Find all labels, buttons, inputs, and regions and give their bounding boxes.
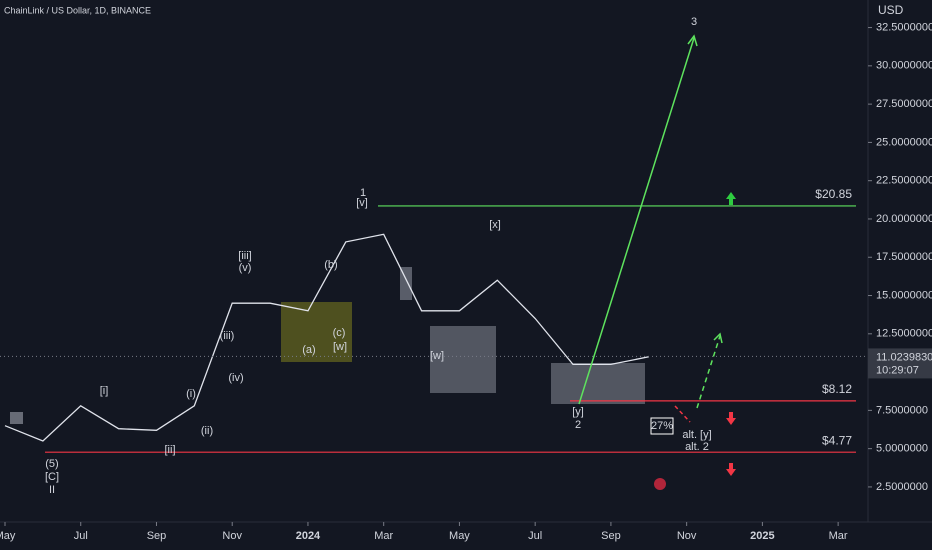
wave-label: [C] bbox=[45, 471, 59, 483]
arrow-head bbox=[687, 34, 698, 47]
x-tick-label: 2025 bbox=[750, 530, 774, 542]
y-tick-label: 2.5000000 bbox=[876, 481, 928, 493]
wave-label: II bbox=[49, 484, 55, 496]
wave-label: (a) bbox=[302, 344, 315, 356]
price-line bbox=[4, 233, 649, 442]
y-tick-label: 22.5000000 bbox=[876, 175, 932, 187]
y-axis-label: USD bbox=[878, 3, 904, 17]
last-price-tag bbox=[868, 348, 932, 379]
wave-label: (5) bbox=[45, 458, 58, 470]
x-tick-label: Sep bbox=[147, 530, 167, 542]
x-tick-label: Mar bbox=[829, 530, 848, 542]
wave-label: [x] bbox=[489, 219, 501, 231]
wave-label: 27% bbox=[651, 420, 673, 432]
wave-label: (iii) bbox=[220, 330, 235, 342]
y-tick-label: 17.5000000 bbox=[876, 251, 932, 263]
x-tick-label: 2024 bbox=[296, 530, 321, 542]
alt-projection bbox=[674, 405, 691, 423]
wave-label: (ii) bbox=[201, 425, 213, 437]
alt-projection bbox=[696, 335, 721, 409]
y-tick-label: 20.0000000 bbox=[876, 213, 932, 225]
wave-label: (iv) bbox=[228, 372, 243, 384]
event-icon bbox=[654, 478, 666, 490]
projection-arrow bbox=[578, 37, 695, 405]
countdown-label: 10:29:07 bbox=[876, 364, 919, 376]
arrow-head bbox=[713, 332, 723, 344]
x-tick-label: May bbox=[0, 530, 16, 542]
x-tick-label: May bbox=[449, 530, 470, 542]
x-tick-label: Nov bbox=[677, 530, 697, 542]
zone-box bbox=[10, 412, 23, 424]
x-tick-label: Jul bbox=[74, 530, 88, 542]
chart-title: ChainLink / US Dollar, 1D, BINANCE bbox=[4, 5, 151, 15]
wave-label: 3 bbox=[691, 16, 697, 28]
y-tick-label: 7.5000000 bbox=[876, 404, 928, 416]
zone-box bbox=[281, 302, 352, 362]
wave-label: 2 bbox=[575, 419, 581, 431]
wave-label: [w] bbox=[333, 341, 347, 353]
level-label: $20.85 bbox=[815, 187, 852, 201]
zone-box bbox=[400, 267, 412, 300]
wave-label: (b) bbox=[324, 259, 337, 271]
zone-box bbox=[430, 326, 496, 393]
y-tick-label: 12.5000000 bbox=[876, 328, 932, 340]
wave-label: alt. 2 bbox=[685, 441, 709, 453]
level-label: $4.77 bbox=[822, 433, 852, 447]
wave-label: alt. [y] bbox=[682, 429, 711, 441]
zone-box bbox=[551, 363, 645, 404]
y-tick-label: 5.0000000 bbox=[876, 443, 928, 455]
wave-label: [i] bbox=[100, 385, 109, 397]
annotation-box bbox=[650, 417, 674, 435]
wave-label: (v) bbox=[239, 262, 252, 274]
wave-label: (i) bbox=[186, 388, 196, 400]
last-price-label: 11.0239830 bbox=[876, 351, 932, 363]
wave-label: [y] bbox=[572, 406, 584, 418]
x-tick-label: Nov bbox=[222, 530, 242, 542]
wave-label: 1 bbox=[360, 187, 366, 199]
wave-label: [v] bbox=[356, 197, 368, 209]
y-tick-label: 15.0000000 bbox=[876, 289, 932, 301]
level-label: $8.12 bbox=[822, 382, 852, 396]
wave-label: [ii] bbox=[165, 444, 176, 456]
wave-label: (c) bbox=[333, 327, 346, 339]
y-tick-label: 30.0000000 bbox=[876, 60, 932, 72]
y-tick-label: 27.5000000 bbox=[876, 98, 932, 110]
x-tick-label: Mar bbox=[374, 530, 393, 542]
up-arrow bbox=[726, 192, 736, 205]
y-tick-label: 25.0000000 bbox=[876, 136, 932, 148]
down-arrow bbox=[726, 463, 736, 476]
wave-label: [w] bbox=[430, 350, 444, 362]
x-tick-label: Sep bbox=[601, 530, 621, 542]
y-tick-label: 32.5000000 bbox=[876, 21, 932, 33]
down-arrow bbox=[726, 412, 736, 425]
x-tick-label: Jul bbox=[528, 530, 542, 542]
wave-label: [iii] bbox=[238, 250, 251, 262]
